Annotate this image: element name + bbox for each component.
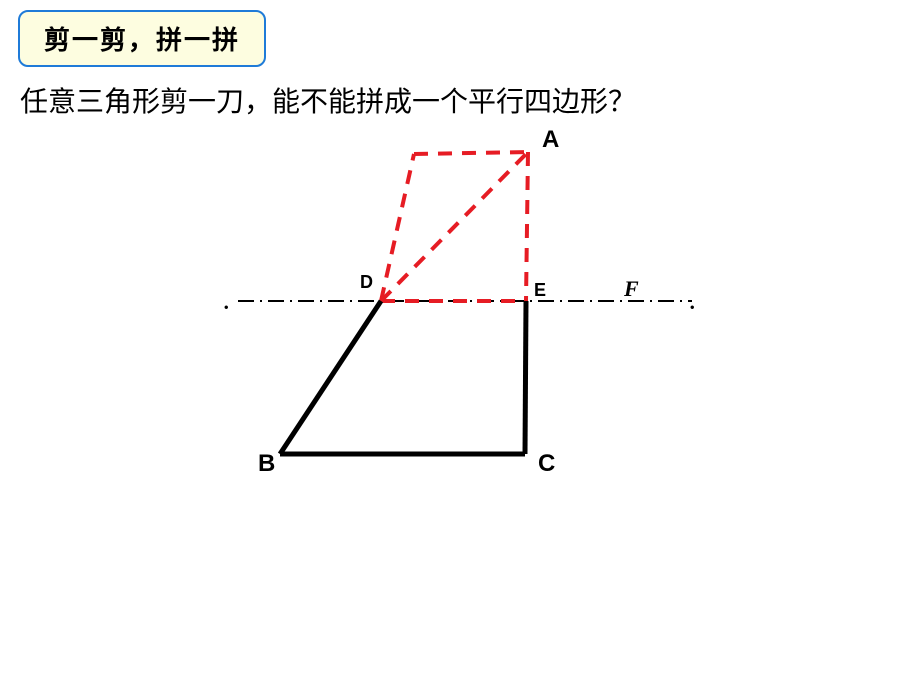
- label-B: B: [258, 450, 275, 478]
- solid-BD: [280, 301, 381, 454]
- geometry-diagram: ． ．: [0, 0, 920, 690]
- label-C: C: [538, 450, 555, 478]
- line-dot-right: ．: [687, 289, 709, 314]
- dashed-DA: [381, 152, 528, 301]
- solid-CE: [525, 301, 526, 454]
- label-A: A: [542, 126, 559, 154]
- label-D: D: [360, 272, 373, 293]
- line-dot-left: ．: [221, 289, 243, 314]
- dashed-A2A: [414, 152, 528, 154]
- dashed-AE: [526, 152, 528, 301]
- label-F: F: [624, 276, 639, 302]
- label-E: E: [534, 280, 546, 301]
- dashed-DA2: [381, 154, 414, 301]
